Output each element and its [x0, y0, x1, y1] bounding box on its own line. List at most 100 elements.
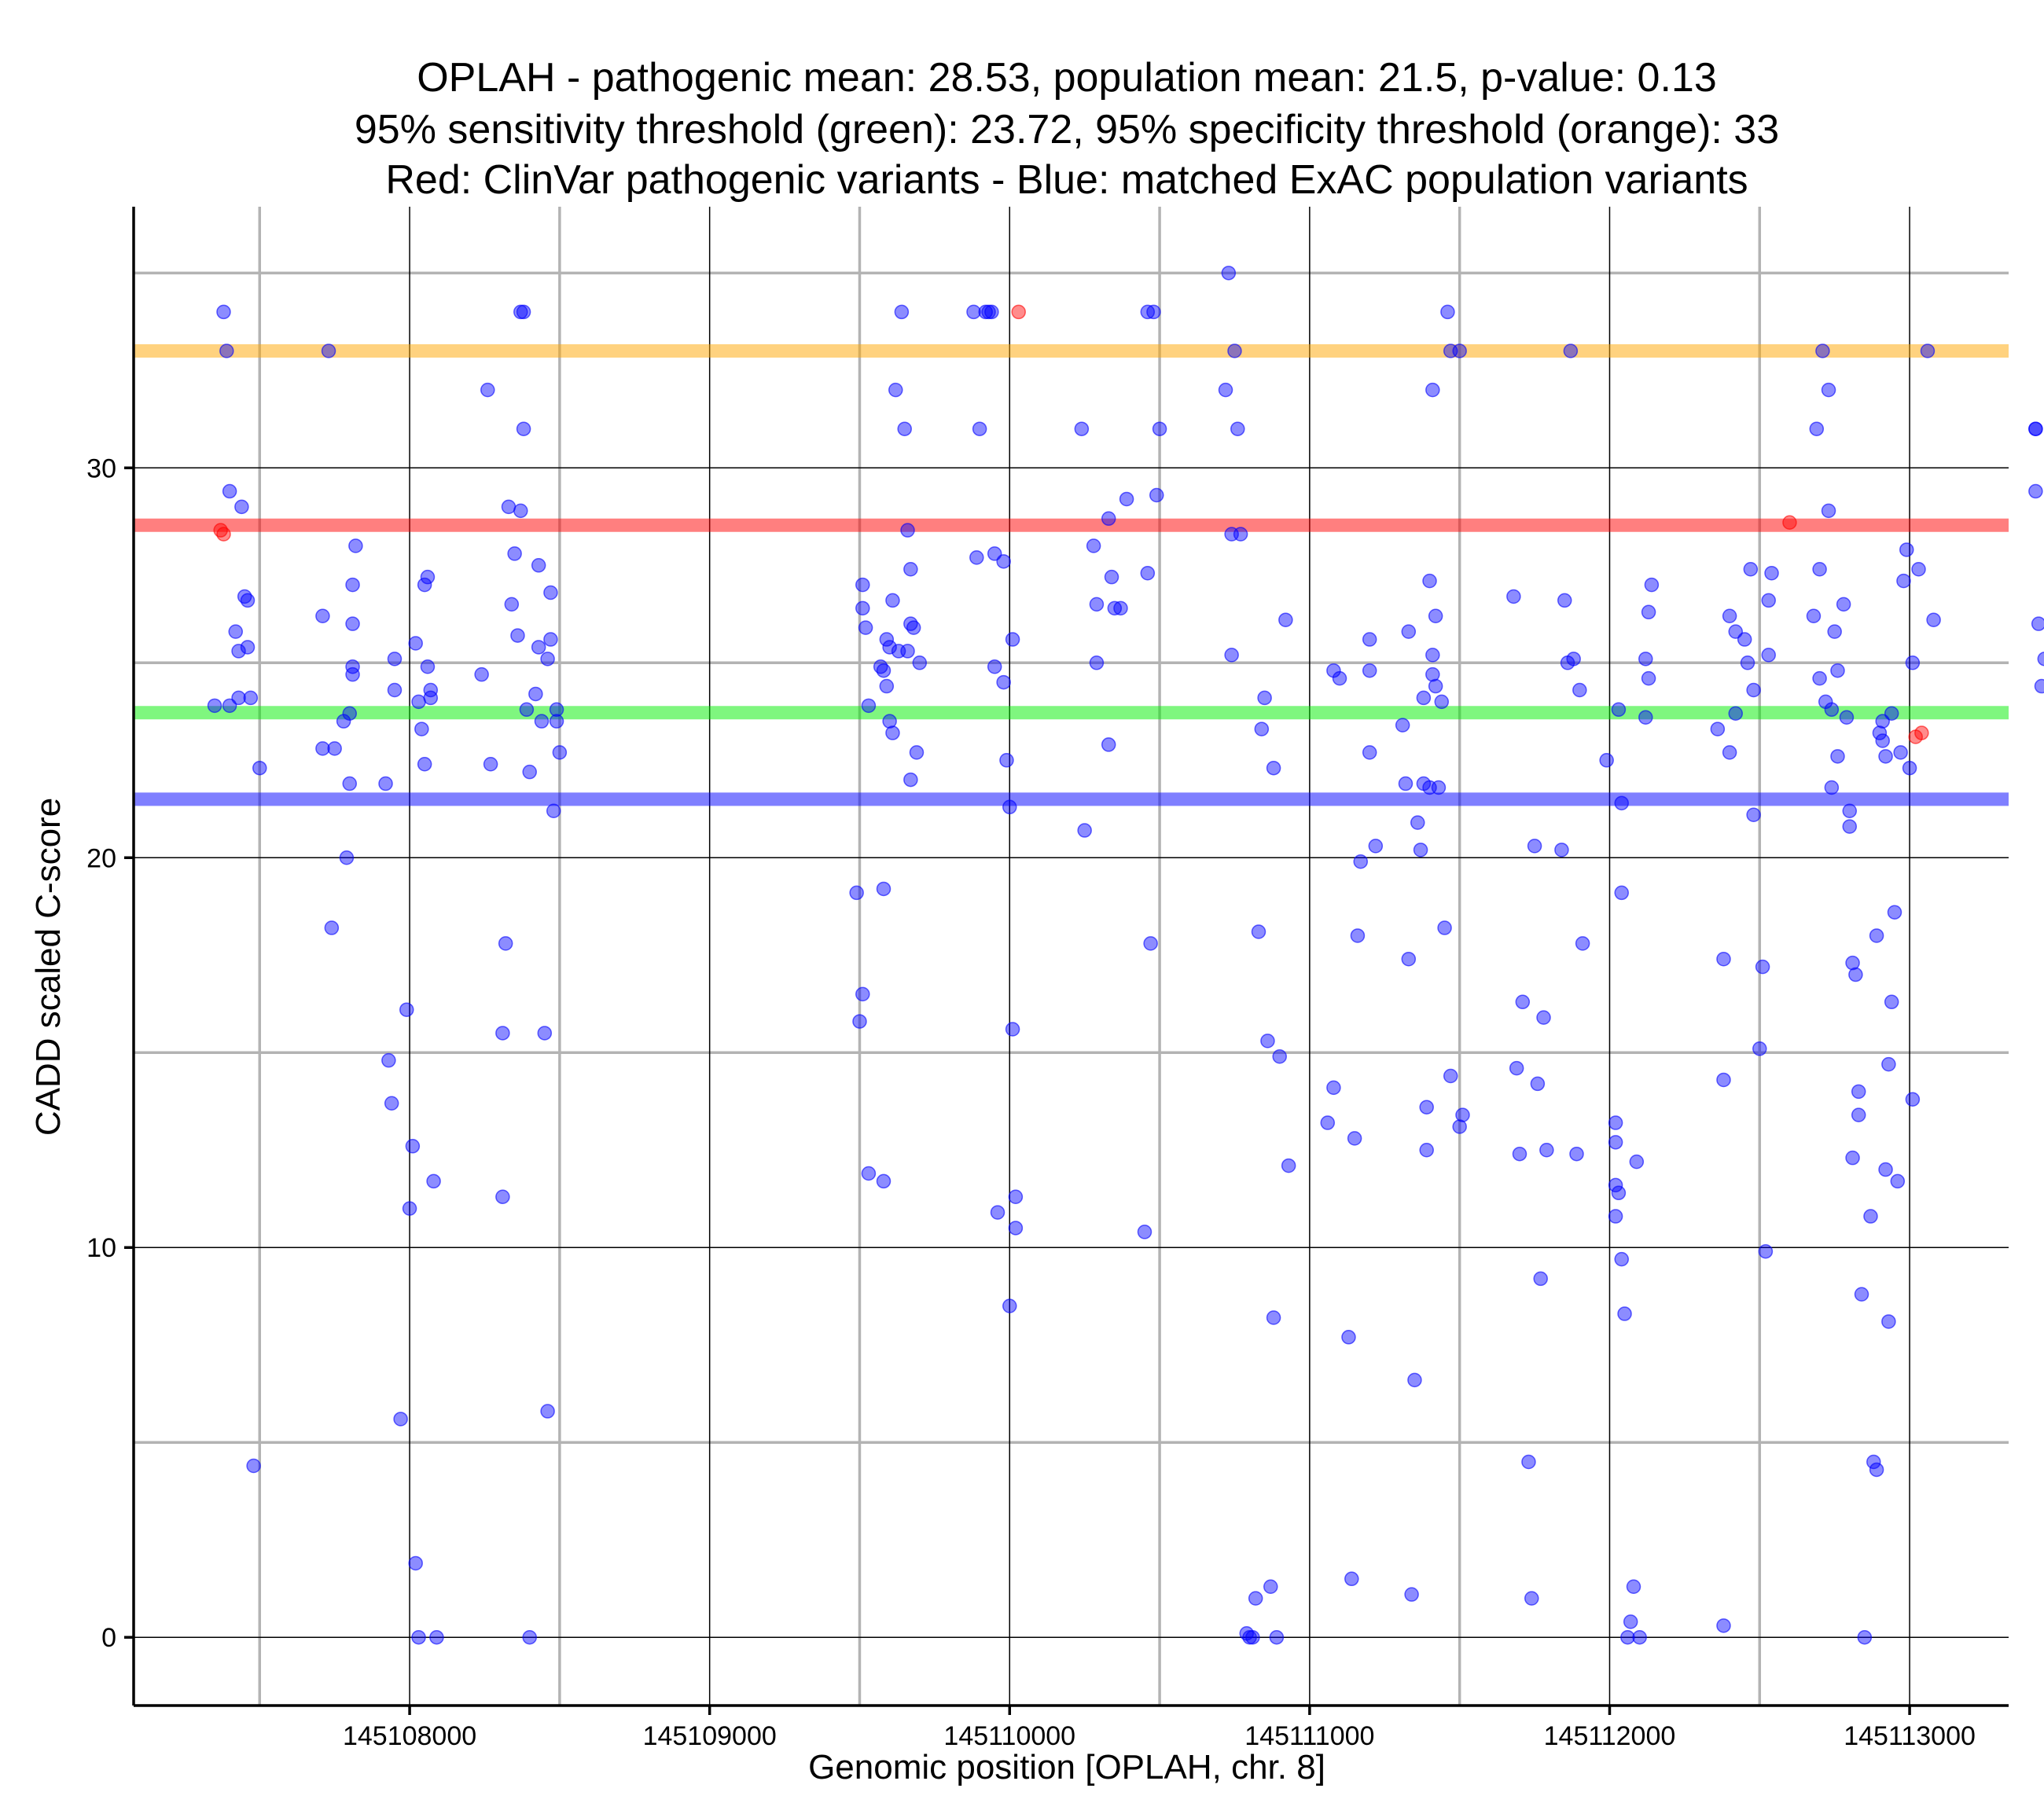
data-point	[1632, 1629, 1647, 1645]
data-point	[1761, 593, 1776, 608]
data-point	[519, 702, 535, 718]
data-point	[2037, 652, 2044, 666]
data-point	[342, 776, 358, 791]
x-tick-label: 145108000	[343, 1721, 476, 1751]
data-point	[480, 382, 495, 398]
data-point	[543, 585, 558, 600]
data-point	[1737, 632, 1752, 647]
data-point	[1272, 1048, 1287, 1064]
data-point	[405, 1139, 421, 1154]
data-point	[522, 764, 537, 780]
data-point	[1362, 632, 1377, 647]
data-point	[1866, 1454, 1881, 1470]
data-point	[1434, 694, 1450, 710]
data-point	[1440, 304, 1455, 320]
data-point	[894, 304, 910, 320]
data-point	[1851, 1107, 1866, 1122]
data-point	[1428, 608, 1443, 624]
data-point	[1530, 1076, 1546, 1092]
data-point	[1638, 710, 1653, 725]
data-point	[1746, 807, 1761, 822]
data-point	[1599, 753, 1614, 768]
data-point	[1341, 1330, 1356, 1345]
data-point	[345, 577, 360, 593]
data-point	[855, 600, 870, 616]
title-line-1: OPLAH - pathogenic mean: 28.53, populati…	[417, 55, 1717, 101]
data-point	[1137, 1225, 1153, 1239]
x-axis-title: Genomic position [OPLAH, chr. 8]	[808, 1748, 1325, 1786]
data-point	[912, 655, 928, 670]
data-point	[1395, 718, 1410, 733]
data-point	[402, 1201, 417, 1216]
data-point	[531, 640, 546, 655]
data-point	[1830, 749, 1845, 764]
data-point	[1074, 421, 1090, 436]
data-point	[207, 698, 222, 714]
data-point	[1086, 538, 1101, 553]
y-tick-label: 20	[86, 843, 116, 873]
data-point	[1425, 648, 1440, 663]
title-line-2: 95% sensitivity threshold (green): 23.72…	[355, 107, 1779, 152]
data-point	[1824, 780, 1840, 795]
data-point	[1266, 760, 1281, 776]
data-point	[1743, 562, 1759, 577]
data-point	[252, 760, 267, 776]
data-point	[1620, 1629, 1635, 1645]
data-point	[1839, 710, 1855, 725]
data-point	[1761, 648, 1776, 663]
data-point	[1884, 706, 1899, 722]
data-point	[1452, 1119, 1467, 1134]
chart-title: OPLAH - pathogenic mean: 28.53, populati…	[355, 55, 1779, 203]
data-point	[1809, 421, 1825, 436]
data-point	[1608, 1135, 1623, 1150]
data-point	[987, 659, 1002, 674]
data-point	[528, 686, 543, 702]
data-point	[1536, 1010, 1551, 1025]
data-point	[1563, 343, 1579, 358]
data-point	[240, 593, 256, 608]
data-point	[1566, 652, 1581, 666]
data-point	[2034, 678, 2044, 694]
data-point	[345, 616, 360, 631]
data-point	[882, 714, 897, 729]
data-point	[969, 550, 984, 565]
data-point	[1716, 1072, 1731, 1088]
data-point	[1224, 648, 1239, 663]
data-point	[1077, 823, 1092, 838]
series-exac-population	[207, 266, 2044, 1645]
data-point	[1119, 491, 1134, 507]
data-point	[540, 1404, 555, 1419]
data-point	[1101, 511, 1116, 527]
data-point	[516, 421, 531, 436]
data-point	[327, 741, 342, 756]
data-point	[504, 597, 520, 612]
data-point	[1227, 343, 1242, 358]
data-point	[900, 644, 915, 659]
data-point	[966, 304, 981, 320]
data-point	[546, 803, 561, 819]
data-point	[1812, 670, 1827, 686]
data-point	[549, 714, 564, 729]
data-point	[417, 577, 432, 593]
data-point	[1506, 589, 1521, 604]
data-point	[984, 304, 999, 320]
data-point	[1812, 562, 1827, 577]
data-point	[537, 1026, 553, 1041]
data-point	[1515, 994, 1531, 1010]
data-point	[1641, 604, 1656, 620]
data-point	[1710, 722, 1726, 736]
data-point	[543, 632, 558, 647]
data-point	[1572, 682, 1587, 698]
data-point	[2031, 616, 2044, 631]
data-point	[345, 666, 360, 682]
data-point	[852, 1014, 867, 1029]
data-point	[231, 644, 246, 659]
data-point	[1644, 577, 1660, 593]
data-point	[882, 640, 897, 655]
data-point	[228, 624, 243, 639]
data-point	[1740, 655, 1755, 670]
data-point	[1638, 652, 1653, 666]
data-point	[1260, 1034, 1275, 1048]
data-point	[2028, 483, 2043, 499]
data-point	[216, 304, 231, 320]
